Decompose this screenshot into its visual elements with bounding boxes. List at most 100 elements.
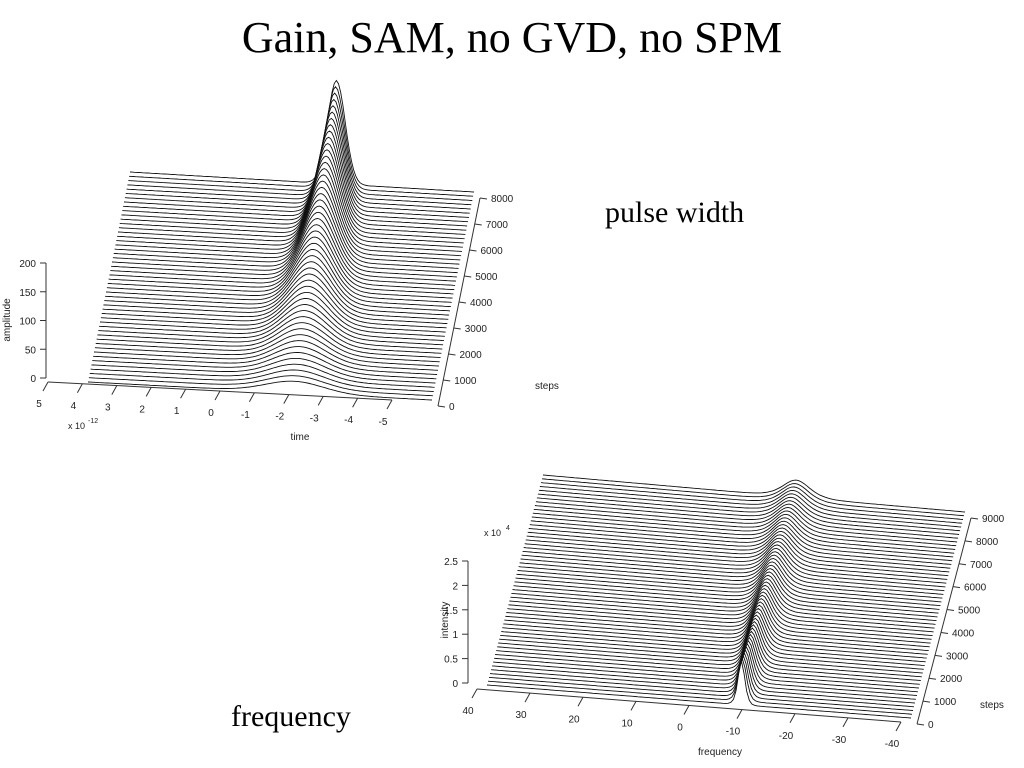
time-y-tick xyxy=(437,405,446,408)
freq-trace-fill xyxy=(512,582,936,627)
freq-trace-fill xyxy=(492,647,916,702)
freq-y-tick xyxy=(952,586,961,589)
time-trace-0 xyxy=(87,380,433,401)
time-trace-fill xyxy=(98,310,443,352)
freq-trace-fill xyxy=(539,486,963,526)
freq-z-tick-label: 1 xyxy=(452,630,458,641)
time-z-tick-label: 50 xyxy=(25,345,37,356)
freq-trace-fill xyxy=(511,585,935,631)
freq-trace-11 xyxy=(498,627,922,678)
freq-trace-32 xyxy=(519,558,943,599)
freq-trace-14 xyxy=(501,617,925,667)
time-x-tick xyxy=(145,387,152,397)
freq-trace-21 xyxy=(508,594,932,640)
freq-trace-16 xyxy=(503,611,927,659)
freq-trace-fill xyxy=(501,618,925,668)
freq-trace-52 xyxy=(539,486,963,524)
time-trace-33 xyxy=(116,180,461,261)
freq-x-axis-title: frequency xyxy=(698,747,742,758)
time-x-tick-label: -4 xyxy=(344,415,353,426)
freq-trace-15 xyxy=(502,614,926,663)
freq-y-axis-title: steps xyxy=(980,700,1004,711)
freq-trace-46 xyxy=(533,508,957,547)
freq-trace-36 xyxy=(523,544,947,584)
time-trace-2 xyxy=(89,369,434,392)
time-trace-7 xyxy=(93,340,439,371)
time-trace-45 xyxy=(126,105,471,210)
freq-trace-fill xyxy=(535,501,959,541)
time-x-tick xyxy=(180,388,187,399)
freq-trace-42 xyxy=(529,524,953,562)
time-trace-26 xyxy=(110,224,455,291)
time-trace-3 xyxy=(90,363,435,388)
time-trace-fill xyxy=(114,193,459,271)
freq-x-tick xyxy=(789,713,796,723)
freq-trace-fill xyxy=(529,524,953,563)
freq-x-tick-label: -40 xyxy=(885,739,900,750)
time-trace-8 xyxy=(94,334,439,367)
freq-trace-fill xyxy=(537,494,961,533)
freq-z-tick-label: 0 xyxy=(452,679,458,690)
freq-z-tick-label: 0.5 xyxy=(444,655,458,666)
time-x-multiplier: x 10 xyxy=(68,421,85,431)
time-trace-21 xyxy=(105,255,451,312)
freq-trace-54 xyxy=(541,478,965,517)
freq-x-tick xyxy=(471,688,478,699)
time-x-tick xyxy=(76,383,83,394)
freq-trace-fill xyxy=(507,598,931,646)
freq-trace-0 xyxy=(486,660,912,719)
freq-y-tick xyxy=(958,563,967,566)
time-y-tick xyxy=(464,275,472,278)
freq-z-tick-label: 2.5 xyxy=(444,557,458,568)
freq-trace-18 xyxy=(505,604,929,652)
time-x-tick-label: 0 xyxy=(208,408,214,419)
time-x-tick-label: -2 xyxy=(275,412,284,423)
freq-y-tick xyxy=(946,609,955,612)
freq-trace-50 xyxy=(537,493,961,532)
time-trace-27 xyxy=(111,218,456,286)
freq-trace-13 xyxy=(500,620,924,670)
time-trace-32 xyxy=(115,186,460,265)
time-trace-28 xyxy=(111,211,457,282)
time-x-tick xyxy=(214,390,221,401)
time-trace-fill xyxy=(97,316,442,356)
time-trace-47 xyxy=(128,92,473,201)
freq-trace-fill xyxy=(502,615,926,664)
time-trace-30 xyxy=(113,199,458,274)
freq-trace-20 xyxy=(507,598,931,644)
time-trace-4 xyxy=(91,357,436,384)
time-trace-49 xyxy=(129,79,475,193)
freq-z-tick-label: 2 xyxy=(452,581,458,592)
freq-trace-fill xyxy=(520,555,944,597)
time-trace-24 xyxy=(108,236,453,299)
freq-trace-48 xyxy=(535,501,959,539)
freq-trace-fill xyxy=(533,509,957,548)
time-trace-43 xyxy=(124,117,469,218)
time-y-tick xyxy=(474,223,482,226)
time-y-tick-label: 4000 xyxy=(470,298,493,309)
time-trace-42 xyxy=(123,124,469,223)
freq-z-multiplier: x 10 xyxy=(484,528,501,538)
time-trace-18 xyxy=(103,273,448,325)
freq-trace-fill xyxy=(526,534,950,574)
time-trace-29 xyxy=(112,205,457,278)
time-trace-fill xyxy=(94,334,439,368)
time-y-axis-title: steps xyxy=(535,381,559,392)
freq-y-tick xyxy=(916,723,925,726)
time-x-tick xyxy=(248,392,255,403)
freq-x-tick-label: 30 xyxy=(515,710,527,721)
freq-trace-37 xyxy=(524,541,948,580)
time-trace-31 xyxy=(114,193,459,269)
freq-trace-9 xyxy=(496,633,920,685)
time-trace-34 xyxy=(117,174,462,257)
time-trace-10 xyxy=(96,322,441,359)
freq-trace-1 xyxy=(487,657,913,715)
freq-trace-fill xyxy=(521,551,945,593)
time-trace-17 xyxy=(102,279,447,329)
freq-x-tick-label: -20 xyxy=(779,731,794,742)
caption-frequency: frequency xyxy=(231,700,351,733)
time-trace-20 xyxy=(105,261,450,316)
time-z-tick-label: 0 xyxy=(30,374,36,385)
freq-trace-fill xyxy=(534,505,958,544)
